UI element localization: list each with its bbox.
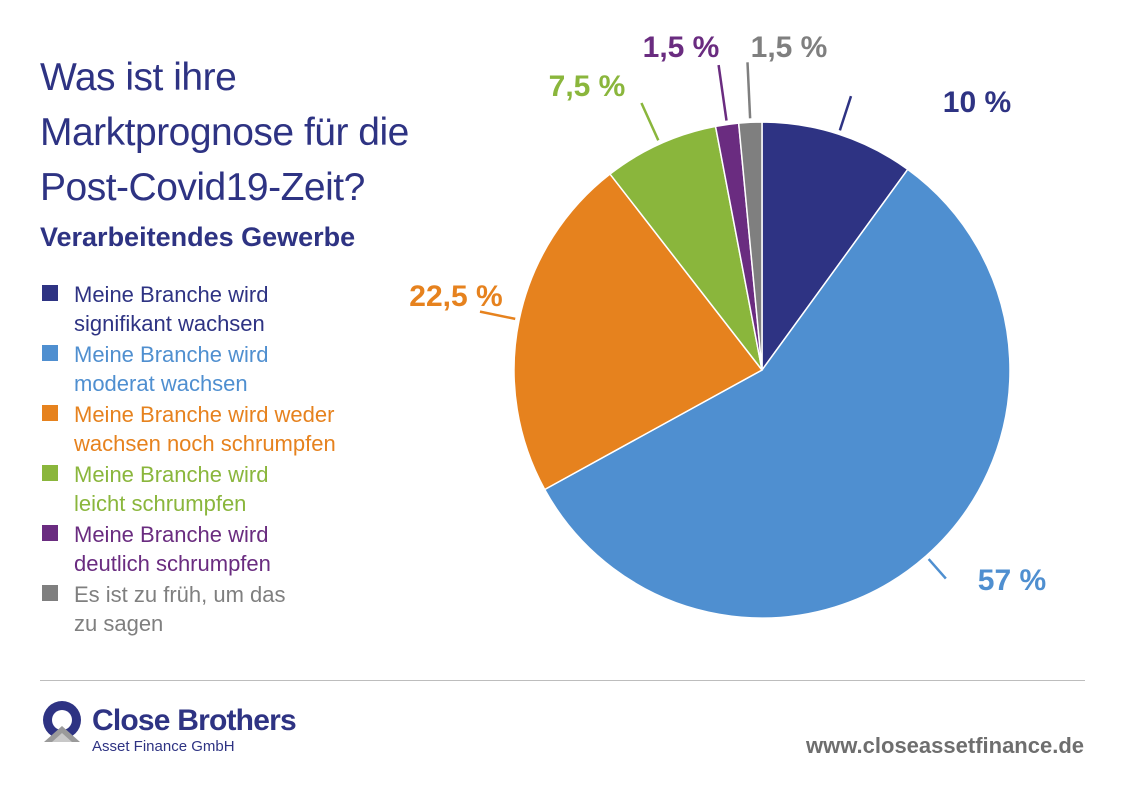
- slice-label: 1,5 %: [643, 31, 720, 64]
- pie-slice: [608, 125, 763, 371]
- slice-label: 7,5 %: [549, 70, 626, 103]
- legend-swatch: [42, 345, 58, 361]
- leader-line: [927, 558, 947, 580]
- legend-item: Meine Branche wird signifikant wachsen: [40, 280, 400, 340]
- legend-label: Meine Branche wird moderat wachsen: [74, 340, 400, 398]
- brand: Close Brothers Asset Finance GmbH: [40, 700, 340, 760]
- legend-swatch: [42, 585, 58, 601]
- pie-slice: [761, 121, 909, 373]
- legend-line: moderat wachsen: [74, 371, 248, 396]
- leader-line: [717, 64, 728, 121]
- chart-title: Was ist ihre Marktprognose für die Post-…: [40, 50, 500, 215]
- legend-item: Es ist zu früh, um das zu sagen: [40, 580, 400, 640]
- legend-line: deutlich schrumpfen: [74, 551, 271, 576]
- legend-swatch: [42, 465, 58, 481]
- website-url[interactable]: www.closeassetfinance.de: [806, 733, 1084, 758]
- brand-subtitle: Asset Finance GmbH: [92, 738, 235, 755]
- legend-label: Meine Branche wird deutlich schrumpfen: [74, 520, 400, 578]
- pie-slice: [737, 121, 763, 371]
- legend-line: Meine Branche wird: [74, 462, 269, 487]
- legend-item: Meine Branche wird weder wachsen noch sc…: [40, 400, 400, 460]
- legend-item: Meine Branche wird deutlich schrumpfen: [40, 520, 400, 580]
- pie-slice: [543, 168, 1011, 619]
- legend-line: Meine Branche wird: [74, 282, 269, 307]
- slice-label: 1,5 %: [751, 31, 828, 64]
- legend-item: Meine Branche wird leicht schrumpfen: [40, 460, 400, 520]
- legend-label: Es ist zu früh, um das zu sagen: [74, 580, 400, 638]
- legend-line: wachsen noch schrumpfen: [74, 431, 336, 456]
- legend-swatch: [42, 525, 58, 541]
- legend-line: Meine Branche wird weder: [74, 402, 335, 427]
- title-line: Marktprognose für die: [40, 111, 409, 154]
- slice-label: 10 %: [943, 86, 1011, 119]
- legend-line: leicht schrumpfen: [74, 491, 247, 516]
- legend-line: Meine Branche wird: [74, 522, 269, 547]
- pie-slice: [513, 172, 764, 491]
- slice-label: 22,5 %: [409, 280, 502, 313]
- leader-line: [838, 95, 853, 131]
- close-brothers-logo-icon: [43, 701, 81, 742]
- legend-swatch: [42, 285, 58, 301]
- title-line: Post-Covid19-Zeit?: [40, 166, 365, 209]
- legend-label: Meine Branche wird leicht schrumpfen: [74, 460, 400, 518]
- legend-swatch: [42, 405, 58, 421]
- pie-chart: 10 % 57 % 22,5 % 7,5 % 1,5 % 1,5 %: [409, 31, 1046, 619]
- legend-line: Meine Branche wird: [74, 342, 269, 367]
- legend-line: Es ist zu früh, um das: [74, 582, 286, 607]
- legend-line: signifikant wachsen: [74, 311, 265, 336]
- legend-line: zu sagen: [74, 611, 164, 636]
- legend: Meine Branche wird signifikant wachsen M…: [40, 280, 400, 640]
- legend-label: Meine Branche wird weder wachsen noch sc…: [74, 400, 400, 458]
- legend-label: Meine Branche wird signifikant wachsen: [74, 280, 400, 338]
- slice-label: 57 %: [978, 564, 1046, 597]
- title-line: Was ist ihre: [40, 56, 237, 99]
- brand-name: Close Brothers: [92, 704, 297, 737]
- leader-line: [640, 102, 660, 141]
- legend-item: Meine Branche wird moderat wachsen: [40, 340, 400, 400]
- footer-divider: [40, 680, 1085, 681]
- leader-line: [746, 62, 752, 119]
- chart-subtitle: Verarbeitendes Gewerbe: [40, 222, 356, 252]
- leader-line: [479, 310, 516, 321]
